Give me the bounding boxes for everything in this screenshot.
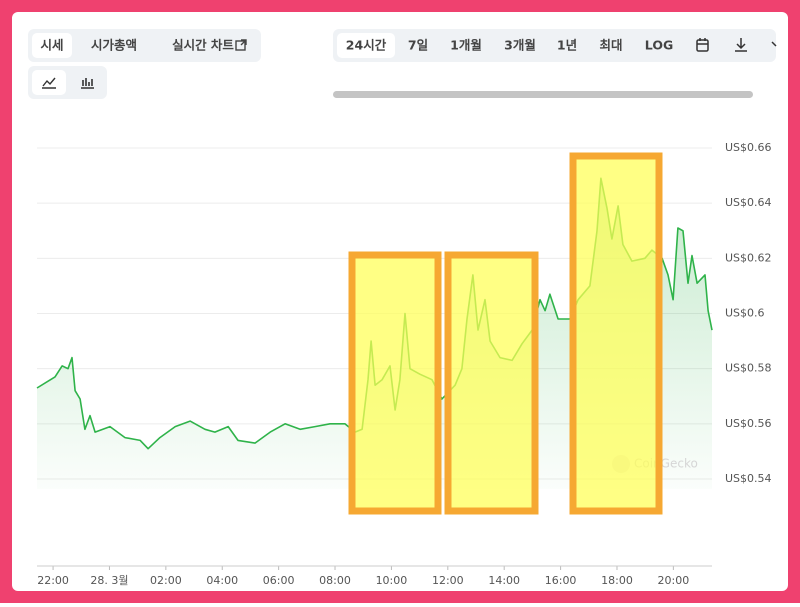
tab[interactable]: 1개월 (450, 38, 482, 53)
tab[interactable]: 7일 (408, 38, 428, 53)
selected-tab (32, 33, 72, 58)
view-tab-group (28, 29, 261, 62)
tab[interactable]: 최대 (599, 38, 622, 53)
highlights (348, 152, 663, 515)
highlight-box (569, 152, 663, 515)
candle-icon[interactable] (81, 78, 94, 89)
x-tick-label: 28. 3월 (90, 574, 128, 587)
y-tick-label: US$0.66 (725, 141, 772, 154)
highlight-box (444, 251, 539, 515)
tab[interactable]: 시세 (40, 38, 63, 53)
y-tick-label: US$0.56 (725, 417, 772, 430)
range-tab-group (333, 29, 776, 62)
x-tick-label: 16:00 (545, 574, 577, 587)
x-tick-label: 06:00 (263, 574, 295, 587)
x-tick-label: 08:00 (319, 574, 351, 587)
tab[interactable]: 실시간 차트 (172, 38, 234, 53)
download-icon[interactable] (735, 38, 747, 52)
area (37, 178, 712, 490)
y-tick-label: US$0.64 (725, 196, 772, 209)
tab[interactable]: LOG (645, 38, 673, 53)
y-tick-label: US$0.62 (725, 251, 772, 264)
selected-tab (337, 33, 395, 58)
highlight-box (348, 251, 442, 515)
x-tick-label: 22:00 (37, 574, 69, 587)
tab[interactable]: 시가총액 (91, 38, 137, 53)
tab[interactable]: 3개월 (504, 38, 536, 53)
x-tick-label: 12:00 (432, 574, 464, 587)
x-tick-label: 20:00 (658, 574, 690, 587)
tab[interactable]: 24시간 (346, 38, 387, 53)
y-tick-label: US$0.54 (725, 472, 772, 485)
tab[interactable]: 1년 (557, 38, 577, 53)
external-icon (235, 39, 247, 51)
x-tick-label: 10:00 (376, 574, 408, 587)
line-icon[interactable] (42, 77, 56, 89)
y-tick-label: US$0.6 (725, 307, 765, 320)
scrollbar[interactable] (333, 91, 753, 98)
x-tick-label: 02:00 (150, 574, 182, 587)
calendar-icon[interactable] (696, 38, 709, 52)
y-tick-label: US$0.58 (725, 362, 772, 375)
x-tick-label: 04:00 (206, 574, 238, 587)
x-tick-label: 14:00 (488, 574, 520, 587)
x-tick-label: 18:00 (601, 574, 633, 587)
expand-icon[interactable] (771, 41, 777, 47)
